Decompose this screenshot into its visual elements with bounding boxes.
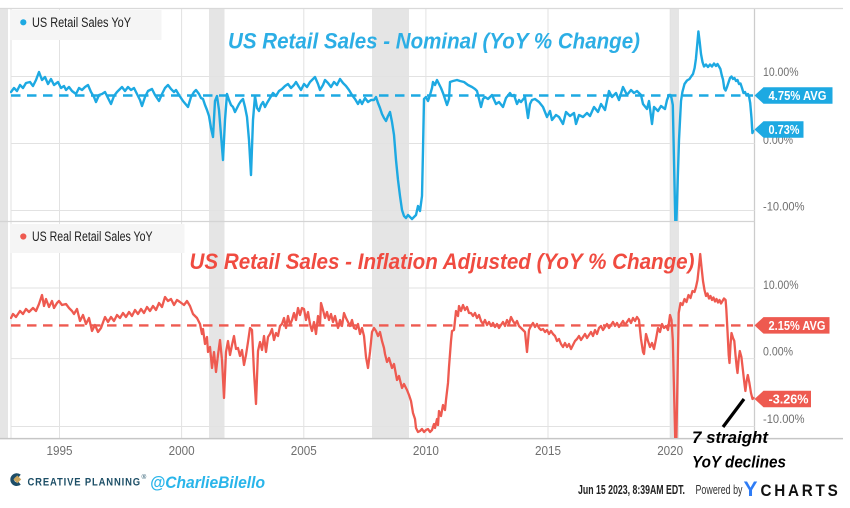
svg-text:®: ® xyxy=(142,473,147,481)
svg-text:1995: 1995 xyxy=(47,444,73,458)
svg-text:US Retail Sales - Inflation Ad: US Retail Sales - Inflation Adjusted (Yo… xyxy=(190,249,695,274)
svg-text:2000: 2000 xyxy=(169,444,195,458)
svg-text:CHARTS: CHARTS xyxy=(761,482,841,500)
svg-text:10.00%: 10.00% xyxy=(763,278,799,292)
svg-text:-10.00%: -10.00% xyxy=(763,412,805,426)
svg-text:7 straight: 7 straight xyxy=(692,428,769,447)
svg-text:US Retail Sales YoY: US Retail Sales YoY xyxy=(32,15,131,30)
svg-text:0.00%: 0.00% xyxy=(763,345,793,359)
svg-text:Jun 15 2023, 8:39AM EDT.: Jun 15 2023, 8:39AM EDT. xyxy=(578,482,685,497)
svg-text:CREATIVE PLANNING: CREATIVE PLANNING xyxy=(28,477,142,489)
svg-text:0.73%: 0.73% xyxy=(769,123,800,137)
svg-text:YoY declines: YoY declines xyxy=(692,454,786,472)
svg-text:2010: 2010 xyxy=(413,444,439,458)
svg-text:2020: 2020 xyxy=(657,444,683,458)
svg-text:2005: 2005 xyxy=(291,444,317,458)
svg-text:10.00%: 10.00% xyxy=(763,65,799,79)
svg-text:4.75% AVG: 4.75% AVG xyxy=(769,89,827,103)
svg-text:2015: 2015 xyxy=(535,444,561,458)
svg-text:2.15% AVG: 2.15% AVG xyxy=(769,319,826,333)
svg-text:@CharlieBilello: @CharlieBilello xyxy=(150,473,265,492)
svg-text:US Real Retail Sales YoY: US Real Retail Sales YoY xyxy=(32,229,153,244)
svg-text:-10.00%: -10.00% xyxy=(763,200,805,214)
svg-text:Y: Y xyxy=(744,478,758,501)
svg-text:Powered by: Powered by xyxy=(696,482,743,497)
svg-text:-3.26%: -3.26% xyxy=(769,393,809,407)
svg-text:US Retail Sales - Nominal (YoY: US Retail Sales - Nominal (YoY % Change) xyxy=(228,29,640,54)
